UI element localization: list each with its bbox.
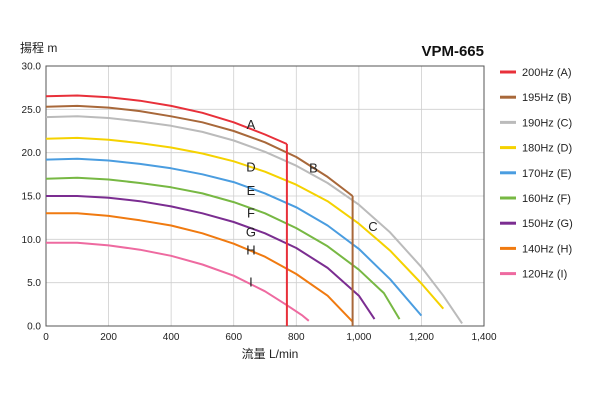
series-line-f	[45, 176, 401, 320]
legend-label: 190Hz (C)	[522, 117, 572, 129]
y-tick-label: 15.0	[22, 192, 42, 203]
x-tick-label: 0	[43, 332, 49, 343]
series-line-c	[45, 115, 463, 324]
x-tick-label: 600	[225, 332, 242, 343]
grid	[45, 65, 485, 327]
curve-label-c: C	[368, 219, 377, 234]
chart-title: VPM-665	[421, 43, 484, 60]
series-line-b	[45, 104, 354, 197]
y-tick-label: 10.0	[22, 235, 42, 246]
x-tick-label: 1,000	[346, 332, 371, 343]
legend-label: 170Hz (E)	[522, 168, 572, 180]
legend-label: 150Hz (G)	[522, 218, 573, 230]
series-line-e	[45, 157, 423, 317]
curve-label-g: G	[246, 224, 256, 239]
y-ticks: 0.0 5.0 10.0 15.0 20.0 25.0 30.0	[22, 62, 42, 333]
curve-label-h: H	[246, 243, 255, 258]
x-tick-label: 1,400	[471, 332, 496, 343]
x-tick-label: 800	[288, 332, 305, 343]
series-line-g	[46, 195, 376, 320]
legend-label: 120Hz (I)	[522, 269, 567, 281]
curve-label-a: A	[247, 117, 256, 132]
y-tick-label: 5.0	[27, 278, 41, 289]
series-line-d	[45, 136, 445, 310]
x-tick-label: 1,200	[409, 332, 434, 343]
legend-label: 140Hz (H)	[522, 243, 572, 255]
legend-label: 180Hz (D)	[522, 143, 572, 155]
x-ticks: 0 200 400 600 800 1,000 1,200 1,400	[43, 332, 497, 343]
y-axis-label: 揚程 m	[20, 40, 57, 55]
y-tick-label: 30.0	[22, 62, 42, 73]
curve-label-i: I	[249, 275, 253, 290]
curve-label-b: B	[309, 160, 318, 175]
series-lines	[45, 94, 463, 326]
x-axis-label: 流量 L/min	[242, 347, 299, 361]
x-tick-label: 200	[100, 332, 117, 343]
legend: 200Hz (A) 195Hz (B) 190Hz (C) 180Hz (D) 170H…	[500, 67, 573, 281]
curve-label-e: E	[247, 183, 256, 198]
curve-label-d: D	[246, 159, 255, 174]
legend-label: 160Hz (F)	[522, 193, 571, 205]
legend-label: 195Hz (B)	[522, 92, 572, 104]
curve-label-f: F	[247, 205, 255, 220]
y-tick-label: 25.0	[22, 105, 42, 116]
series-line-h	[46, 212, 354, 323]
series-line-i	[46, 241, 310, 322]
y-tick-label: 0.0	[27, 322, 41, 333]
x-tick-label: 400	[163, 332, 180, 343]
series-line-a	[45, 94, 288, 145]
y-tick-label: 20.0	[22, 148, 42, 159]
legend-label: 200Hz (A)	[522, 67, 572, 79]
